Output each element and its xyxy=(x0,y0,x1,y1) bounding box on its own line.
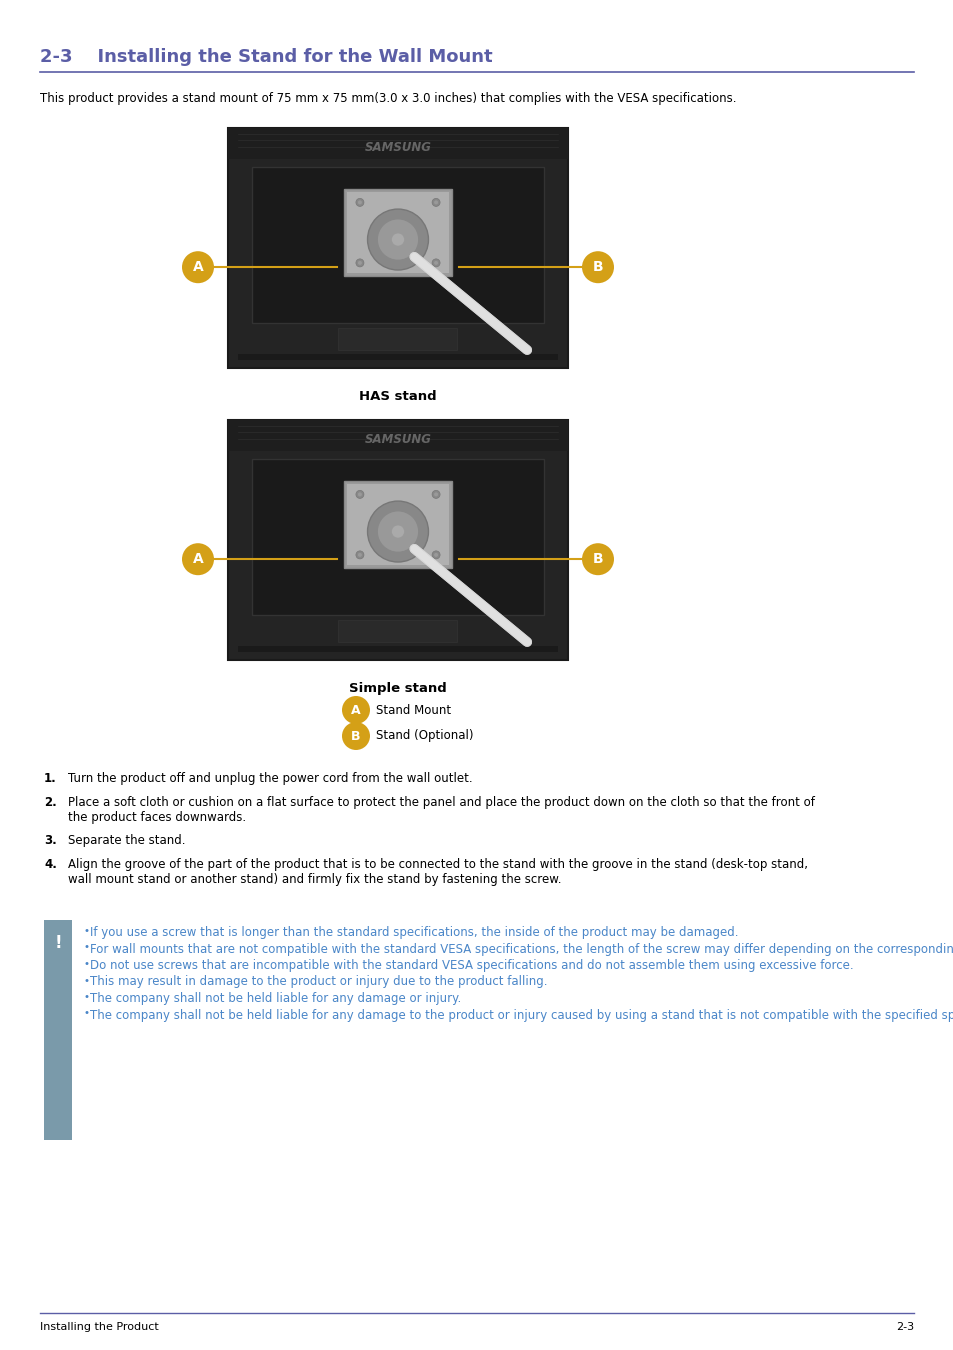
FancyBboxPatch shape xyxy=(228,128,567,369)
Text: The company shall not be held liable for any damage or injury.: The company shall not be held liable for… xyxy=(90,992,460,1004)
FancyBboxPatch shape xyxy=(44,919,71,1139)
Text: Installing the Product: Installing the Product xyxy=(40,1322,158,1332)
Circle shape xyxy=(355,551,363,559)
Circle shape xyxy=(434,261,437,265)
Circle shape xyxy=(391,525,404,539)
Text: HAS stand: HAS stand xyxy=(359,390,436,404)
Circle shape xyxy=(434,200,437,204)
Circle shape xyxy=(432,551,439,559)
Text: For wall mounts that are not compatible with the standard VESA specifications, t: For wall mounts that are not compatible … xyxy=(90,942,953,956)
Text: 2-3: 2-3 xyxy=(895,1322,913,1332)
Text: SAMSUNG: SAMSUNG xyxy=(364,433,431,446)
Circle shape xyxy=(182,251,213,284)
FancyBboxPatch shape xyxy=(338,620,457,643)
FancyBboxPatch shape xyxy=(237,354,558,360)
Circle shape xyxy=(341,722,370,751)
Text: This product provides a stand mount of 75 mm x 75 mm(3.0 x 3.0 inches) that comp: This product provides a stand mount of 7… xyxy=(40,92,736,105)
Text: B: B xyxy=(351,729,360,742)
Circle shape xyxy=(341,697,370,724)
Text: SAMSUNG: SAMSUNG xyxy=(364,140,431,154)
Circle shape xyxy=(432,198,439,207)
Circle shape xyxy=(355,259,363,267)
Circle shape xyxy=(434,554,437,558)
Text: •: • xyxy=(84,1008,90,1018)
Circle shape xyxy=(432,259,439,267)
Text: •: • xyxy=(84,958,90,969)
Text: 3.: 3. xyxy=(44,834,56,846)
Text: A: A xyxy=(193,261,203,274)
FancyBboxPatch shape xyxy=(252,167,543,323)
Text: The company shall not be held liable for any damage to the product or injury cau: The company shall not be held liable for… xyxy=(90,1008,953,1022)
Circle shape xyxy=(182,543,213,575)
Circle shape xyxy=(357,554,361,558)
Circle shape xyxy=(377,510,418,552)
Text: This may result in damage to the product or injury due to the product falling.: This may result in damage to the product… xyxy=(90,976,547,988)
Circle shape xyxy=(432,490,439,498)
Text: If you use a screw that is longer than the standard specifications, the inside o: If you use a screw that is longer than t… xyxy=(90,926,738,940)
Text: Stand Mount: Stand Mount xyxy=(375,703,451,717)
Circle shape xyxy=(367,209,428,270)
FancyBboxPatch shape xyxy=(228,420,567,660)
Circle shape xyxy=(377,219,418,261)
Circle shape xyxy=(367,501,428,562)
Circle shape xyxy=(355,198,363,207)
Text: Do not use screws that are incompatible with the standard VESA specifications an: Do not use screws that are incompatible … xyxy=(90,958,853,972)
Text: Stand (Optional): Stand (Optional) xyxy=(375,729,473,742)
Text: B: B xyxy=(592,261,602,274)
Text: 1.: 1. xyxy=(44,772,56,784)
Text: !: ! xyxy=(54,934,62,952)
Text: •: • xyxy=(84,976,90,986)
FancyBboxPatch shape xyxy=(338,328,457,350)
Text: Simple stand: Simple stand xyxy=(349,682,446,695)
Text: 4.: 4. xyxy=(44,859,57,871)
FancyBboxPatch shape xyxy=(228,420,567,451)
Text: Turn the product off and unplug the power cord from the wall outlet.: Turn the product off and unplug the powe… xyxy=(68,772,472,784)
Circle shape xyxy=(581,543,614,575)
Text: B: B xyxy=(592,552,602,566)
Text: •: • xyxy=(84,926,90,936)
Text: A: A xyxy=(351,703,360,717)
Circle shape xyxy=(391,234,404,246)
Circle shape xyxy=(355,490,363,498)
FancyBboxPatch shape xyxy=(228,128,567,159)
Text: •: • xyxy=(84,942,90,953)
Text: Align the groove of the part of the product that is to be connected to the stand: Align the groove of the part of the prod… xyxy=(68,859,807,886)
Circle shape xyxy=(357,261,361,265)
FancyBboxPatch shape xyxy=(252,459,543,616)
Circle shape xyxy=(434,493,437,497)
Text: Place a soft cloth or cushion on a flat surface to protect the panel and place t: Place a soft cloth or cushion on a flat … xyxy=(68,796,814,824)
Text: •: • xyxy=(84,992,90,1002)
Circle shape xyxy=(357,493,361,497)
FancyBboxPatch shape xyxy=(346,193,449,273)
Circle shape xyxy=(581,251,614,284)
Text: Separate the stand.: Separate the stand. xyxy=(68,834,185,846)
Text: A: A xyxy=(193,552,203,566)
Text: 2-3    Installing the Stand for the Wall Mount: 2-3 Installing the Stand for the Wall Mo… xyxy=(40,49,492,66)
FancyBboxPatch shape xyxy=(346,485,449,564)
FancyBboxPatch shape xyxy=(237,647,558,652)
Text: 2.: 2. xyxy=(44,796,56,809)
FancyBboxPatch shape xyxy=(343,482,452,568)
Circle shape xyxy=(357,200,361,204)
FancyBboxPatch shape xyxy=(343,189,452,275)
